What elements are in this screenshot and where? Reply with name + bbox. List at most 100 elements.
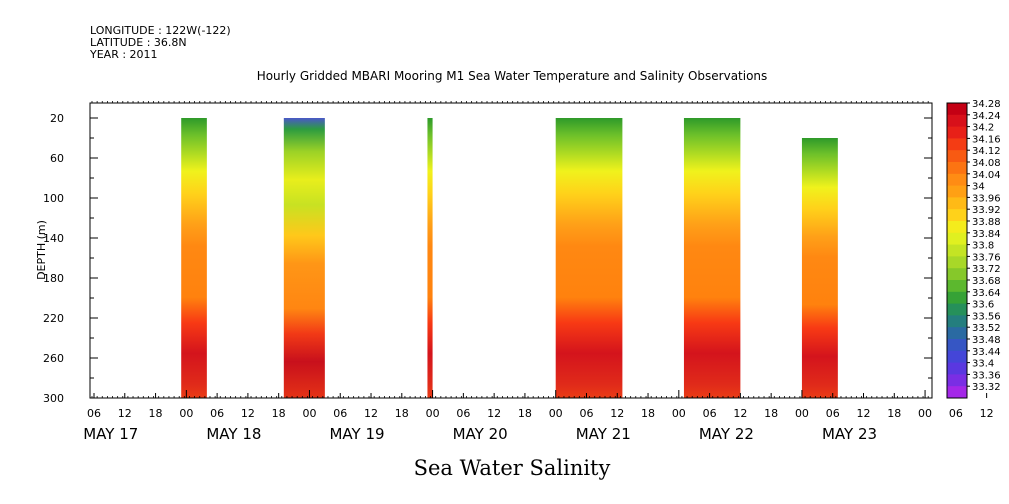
x-tick-label: 18 <box>395 407 409 420</box>
colorbar-swatch <box>947 374 967 387</box>
colorbar-label: 34.2 <box>972 123 994 134</box>
x-tick-label: 06 <box>333 407 347 420</box>
x-tick-label: 06 <box>210 407 224 420</box>
x-tick-label: 00 <box>672 407 686 420</box>
colorbar-label: 33.36 <box>972 370 1001 381</box>
x-tick-label: 12 <box>118 407 132 420</box>
salinity-data-blocks <box>181 118 838 398</box>
y-tick-label: 140 <box>43 232 64 245</box>
x-tick-label: 06 <box>949 407 963 420</box>
colorbar-label: 34.12 <box>972 146 1001 157</box>
y-tick-label: 220 <box>43 312 64 325</box>
colorbar-label: 33.88 <box>972 217 1001 228</box>
colorbar-label: 33.32 <box>972 382 1001 393</box>
colorbar-swatch <box>947 138 967 151</box>
day-label: MAY 18 <box>206 425 261 443</box>
x-tick-label: 00 <box>795 407 809 420</box>
x-tick-label: 06 <box>87 407 101 420</box>
colorbar-swatch <box>947 362 967 375</box>
x-tick-label: 12 <box>733 407 747 420</box>
x-tick-label: 06 <box>826 407 840 420</box>
colorbar-label: 34.16 <box>972 134 1001 145</box>
colorbar-swatch <box>947 162 967 175</box>
colorbar-swatch <box>947 315 967 328</box>
y-tick-label: 260 <box>43 352 64 365</box>
colorbar-swatch <box>947 244 967 257</box>
x-tick-label: 06 <box>579 407 593 420</box>
x-tick-label: 12 <box>364 407 378 420</box>
colorbar-label: 34.28 <box>972 99 1001 110</box>
colorbar-swatch <box>947 197 967 210</box>
x-tick-label: 00 <box>302 407 316 420</box>
day-label: MAY 20 <box>453 425 508 443</box>
chart-title: Hourly Gridded MBARI Mooring M1 Sea Wate… <box>257 69 768 83</box>
x-tick-label: 18 <box>641 407 655 420</box>
colorbar-swatch <box>947 339 967 352</box>
x-tick-label: 12 <box>980 407 994 420</box>
x-tick-label: 18 <box>149 407 163 420</box>
day-label: MAY 21 <box>576 425 631 443</box>
x-tick-label: 18 <box>887 407 901 420</box>
colorbar-label: 34 <box>972 182 985 193</box>
data-block <box>283 118 325 398</box>
x-tick-label: 12 <box>857 407 871 420</box>
colorbar-swatch <box>947 291 967 305</box>
colorbar-label: 33.4 <box>972 359 994 370</box>
colorbar-label: 33.8 <box>972 241 994 252</box>
colorbar-swatch <box>947 126 967 139</box>
latitude-label: LATITUDE : 36.8N <box>90 36 187 49</box>
y-tick-label: 180 <box>43 272 64 285</box>
y-tick-label: 20 <box>50 112 64 125</box>
x-tick-label: 06 <box>456 407 470 420</box>
colorbar-swatch <box>947 303 967 316</box>
x-tick-label: 00 <box>549 407 563 420</box>
x-tick-label: 18 <box>518 407 532 420</box>
x-tick-label: 00 <box>179 407 193 420</box>
data-block <box>181 118 207 398</box>
x-tick-label: 12 <box>610 407 624 420</box>
colorbar-swatch <box>947 268 967 281</box>
colorbar-swatch <box>947 221 967 234</box>
x-tick-label: 06 <box>703 407 717 420</box>
colorbar-swatch <box>947 280 967 293</box>
colorbar-label: 33.72 <box>972 264 1001 275</box>
y-tick-label: 100 <box>43 192 64 205</box>
colorbar-swatch <box>947 173 967 187</box>
colorbar-label: 33.6 <box>972 300 994 311</box>
colorbar-label: 34.24 <box>972 111 1001 122</box>
colorbar-label: 33.48 <box>972 335 1001 346</box>
data-block <box>801 138 838 398</box>
x-tick-label: 00 <box>918 407 932 420</box>
colorbar-label: 33.68 <box>972 276 1001 287</box>
y-tick-label: 300 <box>43 392 64 405</box>
colorbar-swatch <box>947 209 967 222</box>
colorbar-swatch <box>947 103 967 116</box>
x-tick-label: 12 <box>487 407 501 420</box>
data-block <box>683 118 741 398</box>
colorbar-label: 33.96 <box>972 193 1001 204</box>
colorbar-swatch <box>947 150 967 163</box>
bottom-title: Sea Water Salinity <box>414 456 611 480</box>
colorbar-swatch <box>947 327 967 340</box>
colorbar-frame <box>946 102 968 399</box>
day-label: MAY 22 <box>699 425 754 443</box>
colorbar-label: 33.84 <box>972 229 1001 240</box>
x-tick-label: 12 <box>241 407 255 420</box>
colorbar-label: 34.08 <box>972 158 1001 169</box>
colorbar-label: 33.92 <box>972 205 1001 216</box>
colorbar-swatch <box>947 386 967 399</box>
y-axis-label: DEPTH (m) <box>35 220 48 280</box>
y-tick-label: 60 <box>50 152 64 165</box>
colorbar-swatch <box>947 350 967 364</box>
data-block <box>427 118 433 398</box>
colorbar-label: 33.44 <box>972 347 1001 358</box>
colorbar-swatch <box>947 232 967 246</box>
colorbar-label: 33.76 <box>972 252 1001 263</box>
data-block <box>555 118 623 398</box>
colorbar-swatch <box>947 114 967 128</box>
year-label: YEAR : 2011 <box>90 48 158 61</box>
longitude-label: LONGITUDE : 122W(-122) <box>90 24 231 37</box>
day-label: MAY 19 <box>329 425 384 443</box>
x-tick-label: 18 <box>272 407 286 420</box>
